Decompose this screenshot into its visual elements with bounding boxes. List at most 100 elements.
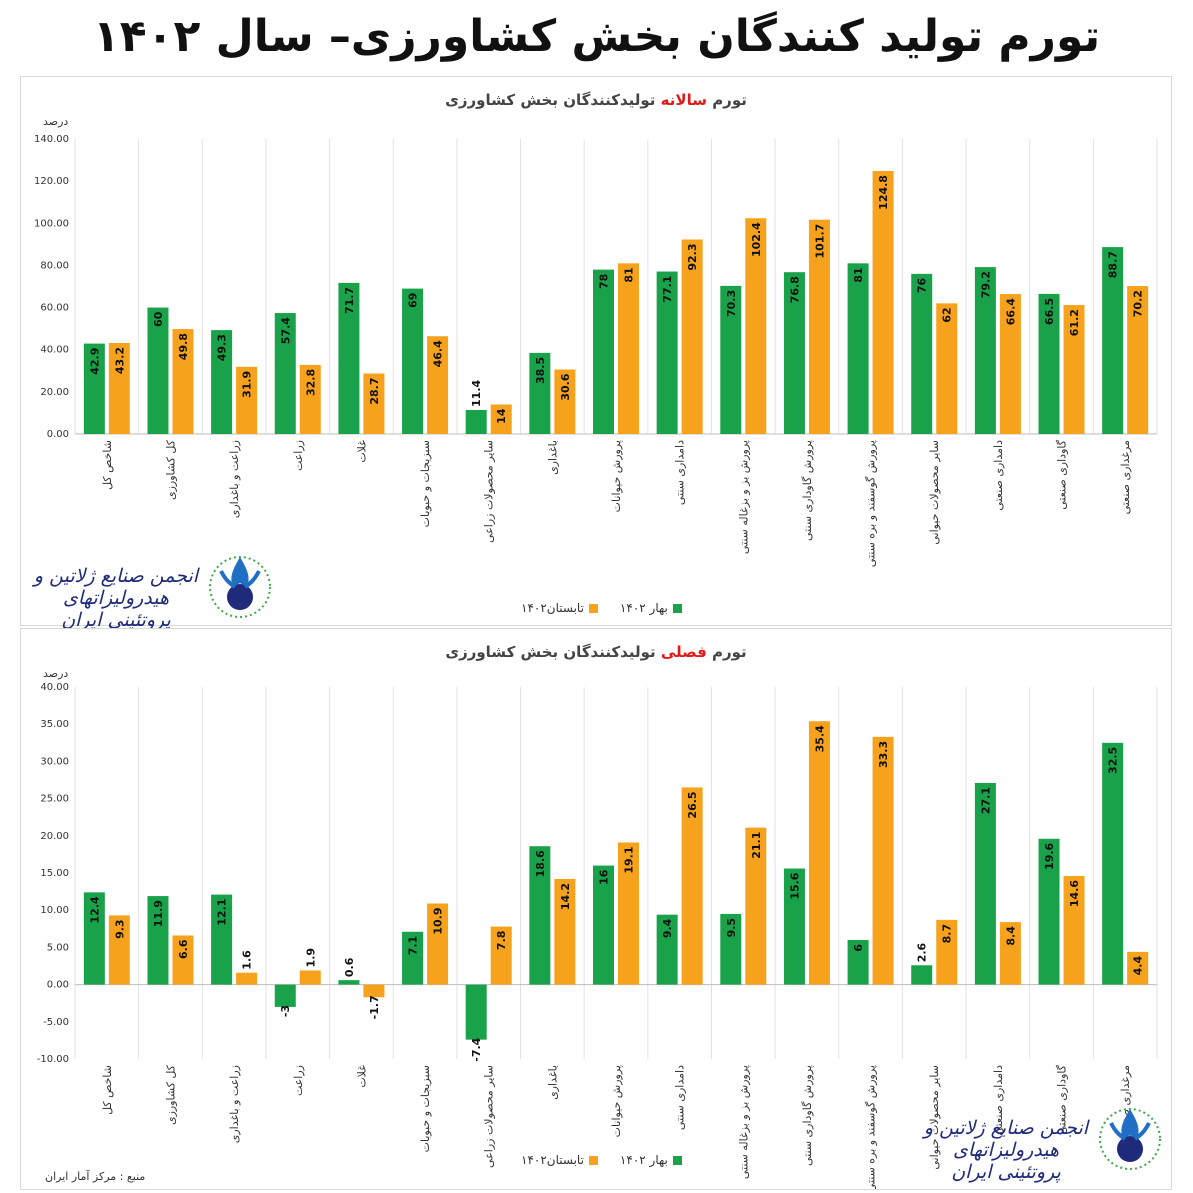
legend-label-summer: تابستان۱۴۰۲ <box>521 1153 584 1167</box>
bar-summer <box>427 336 449 434</box>
bar-summer <box>999 294 1021 434</box>
bar-value-label: 88.7 <box>1107 251 1120 278</box>
bar-spring <box>529 352 551 434</box>
bar-summer <box>363 373 385 434</box>
bar-summer <box>490 926 512 985</box>
category-label: پرورش بز و بزغاله سنتی <box>737 1065 750 1179</box>
y-tick-label: -10.00 <box>37 1054 69 1065</box>
bar-spring <box>338 980 360 985</box>
bar-value-label: 78 <box>597 274 610 289</box>
bar-summer <box>1127 286 1149 434</box>
bar-spring <box>592 269 614 434</box>
bar-spring <box>974 267 996 434</box>
bar-value-label: 4.4 <box>1132 956 1145 976</box>
category-label: شاخص کل <box>101 440 114 490</box>
category-label: پرورش گاوداری سنتی <box>801 440 814 541</box>
bar-spring <box>274 984 296 1007</box>
y-tick-label: 40.00 <box>40 345 69 356</box>
category-label: سایر محصولات حیوانی <box>928 1065 941 1170</box>
bar-value-label: 0.6 <box>343 957 356 977</box>
chart-title-pre: تورم <box>706 643 747 661</box>
y-tick-label: 10.00 <box>40 905 69 916</box>
bar-value-label: 69 <box>407 293 420 308</box>
bar-summer <box>1063 305 1085 434</box>
chart-title-accent: سالانه <box>660 91 707 109</box>
category-label: زراعت <box>292 440 305 471</box>
bar-spring <box>656 271 678 434</box>
bar-value-label: 8.4 <box>1004 926 1017 946</box>
bar-spring <box>338 282 360 434</box>
bar-spring <box>211 894 233 985</box>
bar-value-label: 8.7 <box>941 924 954 944</box>
bar-value-label: 101.7 <box>813 224 826 259</box>
bar-value-label: 42.9 <box>88 348 101 375</box>
bar-value-label: 9.5 <box>725 918 738 938</box>
bar-value-label: 26.5 <box>686 791 699 818</box>
bar-value-label: 70.3 <box>725 290 738 317</box>
bar-summer <box>999 922 1021 985</box>
bar-spring <box>592 865 614 985</box>
bar-value-label: -7.4 <box>470 1037 483 1061</box>
category-label: غلات <box>355 440 368 463</box>
bar-spring <box>783 272 805 434</box>
bar-summer <box>1063 875 1085 985</box>
bar-spring <box>529 846 551 985</box>
y-tick-label: 20.00 <box>40 387 69 398</box>
bar-spring <box>1038 293 1060 434</box>
category-label: کل کشاورزی <box>164 1064 177 1125</box>
y-tick-label: 40.00 <box>40 682 69 693</box>
bar-value-label: 2.6 <box>916 942 929 962</box>
annual-inflation-chart-panel: تورم سالانه تولیدکنندگان بخش کشاورزی درص… <box>20 76 1172 631</box>
bar-value-label: 19.6 <box>1043 842 1056 869</box>
legend-swatch-spring <box>672 603 682 613</box>
category-label: غلات <box>355 1065 368 1088</box>
bar-value-label: 57.4 <box>279 317 292 344</box>
bar-spring <box>656 914 678 985</box>
bar-spring <box>847 263 869 434</box>
category-label: باغداری <box>546 440 559 475</box>
category-label: سایر محصولات زراعی <box>483 440 496 543</box>
y-axis-unit: درصد <box>43 667 69 680</box>
y-tick-label: 30.00 <box>40 756 69 767</box>
legend-item-summer: تابستان۱۴۰۲ <box>521 1153 598 1167</box>
bar-value-label: 79.2 <box>979 271 992 298</box>
bar-summer <box>808 721 830 985</box>
y-tick-label: 5.00 <box>47 942 69 953</box>
bar-summer <box>618 263 640 434</box>
legend-swatch-spring <box>672 1155 682 1165</box>
bar-summer <box>363 984 385 998</box>
bar-spring <box>402 931 424 985</box>
bar-summer <box>936 919 958 985</box>
seasonal-inflation-chart-panel: تورم فصلی تولیدکنندگان بخش کشاورزی درصد … <box>20 628 1172 1190</box>
chart-legend: بهار ۱۴۰۲ تابستان۱۴۰۲ <box>521 601 682 615</box>
bar-spring <box>783 868 805 985</box>
bar-summer <box>236 366 258 434</box>
bar-spring <box>147 896 169 985</box>
bar-value-label: 1.6 <box>241 950 254 970</box>
bar-summer <box>618 842 640 985</box>
bar-value-label: -3 <box>279 1005 292 1017</box>
bar-value-label: 76.8 <box>788 276 801 303</box>
legend-label-spring: بهار ۱۴۰۲ <box>619 1153 668 1167</box>
bar-value-label: 14 <box>495 408 508 424</box>
bar-spring <box>465 984 487 1040</box>
legend-label-spring: بهار ۱۴۰۲ <box>619 601 668 615</box>
bar-spring <box>1102 247 1124 434</box>
bar-summer <box>299 970 321 985</box>
y-tick-label: 100.00 <box>34 218 69 229</box>
association-logo: انجمن صنایع ژلاتین و هیدرولیزاتهای پروتئ… <box>921 1099 1171 1189</box>
y-tick-label: -5.00 <box>43 1017 69 1028</box>
bar-summer <box>299 364 321 434</box>
y-tick-label: 35.00 <box>40 719 69 730</box>
bar-spring <box>1102 742 1124 985</box>
bar-summer <box>745 827 767 985</box>
bar-spring <box>211 330 233 434</box>
y-tick-label: 15.00 <box>40 868 69 879</box>
chart-title-post: تولیدکنندگان بخش کشاورزی <box>445 643 661 661</box>
bar-value-label: 27.1 <box>979 787 992 814</box>
chart-title: تورم فصلی تولیدکنندگان بخش کشاورزی <box>21 643 1171 661</box>
bar-summer <box>745 218 767 434</box>
legend-swatch-summer <box>588 1155 598 1165</box>
bar-summer <box>872 736 894 985</box>
association-emblem-icon <box>1099 1108 1161 1170</box>
